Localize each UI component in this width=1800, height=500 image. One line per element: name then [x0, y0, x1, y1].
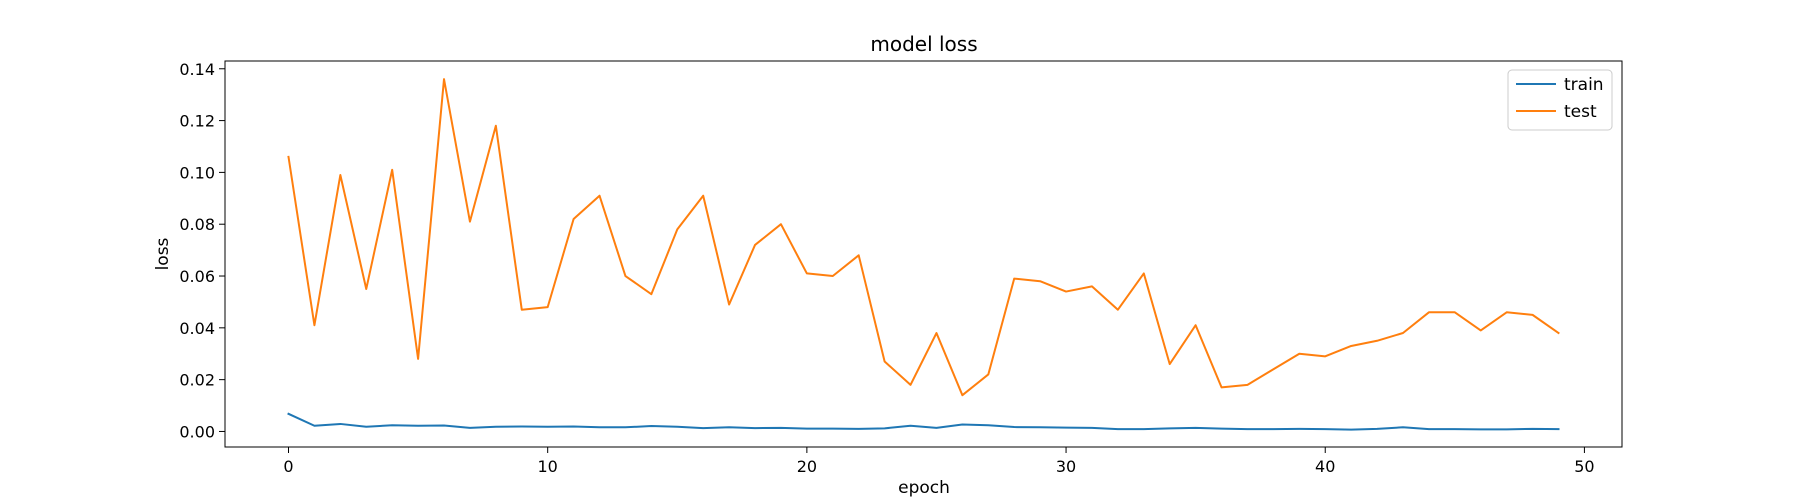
y-tick-label: 0.02	[179, 371, 215, 390]
y-axis: 0.00 0.02 0.04 0.06 0.08 0.10 0.12 0.14	[179, 60, 225, 441]
x-tick-label: 40	[1315, 457, 1335, 476]
y-tick-label: 0.10	[179, 163, 215, 182]
legend-label-test: test	[1564, 102, 1597, 122]
chart-title: model loss	[870, 32, 977, 56]
y-tick-label: 0.08	[179, 215, 215, 234]
y-axis-label: loss	[153, 237, 173, 270]
y-tick-label: 0.04	[179, 319, 215, 338]
x-tick-label: 50	[1574, 457, 1594, 476]
series-lines	[287, 78, 1560, 431]
x-tick-label: 10	[538, 457, 558, 476]
legend-label-train: train	[1564, 75, 1604, 95]
y-tick-label: 0.00	[179, 422, 215, 441]
plot-area	[224, 60, 1623, 448]
x-tick-label: 20	[797, 457, 817, 476]
x-axis-label: epoch	[898, 478, 950, 498]
x-tick-label: 0	[283, 457, 293, 476]
legend: train test	[1507, 69, 1613, 131]
series-line-test	[287, 78, 1560, 397]
x-axis: 0 10 20 30 40 50	[283, 447, 1595, 476]
series-line-train	[287, 412, 1560, 431]
y-tick-label: 0.12	[179, 112, 215, 131]
y-tick-label: 0.14	[179, 60, 215, 79]
x-tick-label: 30	[1056, 457, 1076, 476]
y-tick-label: 0.06	[179, 267, 215, 286]
plot-frame	[224, 60, 1623, 448]
